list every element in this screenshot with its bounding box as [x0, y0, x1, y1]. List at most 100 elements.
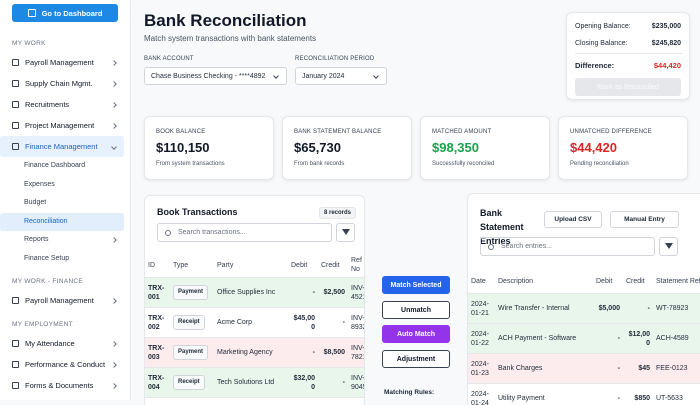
table-cell: Receipt: [170, 308, 214, 338]
search-input[interactable]: Search entries...: [480, 237, 655, 256]
nav-item[interactable]: Payroll Management: [0, 52, 124, 73]
nav-subitem[interactable]: Reports: [0, 231, 124, 250]
section-title: MY WORK: [0, 36, 130, 52]
table-cell: Wire Transfer - Internal: [495, 294, 593, 324]
action-button[interactable]: Unmatch: [382, 301, 450, 319]
table-cell: Marketing Agency: [214, 338, 288, 368]
summary-row: Opening Balance:$235,000: [575, 23, 681, 30]
column-header: ID: [145, 253, 170, 278]
column-header: Statement Ref: [653, 269, 700, 294]
nav-item[interactable]: Finance Management: [0, 136, 124, 157]
panel-title: Book Transactions: [157, 207, 238, 217]
table-cell: TRX-001: [145, 278, 170, 308]
stat-label: UNMATCHED DIFFERENCE: [570, 129, 652, 135]
table-cell: INV-7821: [348, 338, 365, 368]
summary-value: $245,820: [652, 40, 681, 47]
table-cell: $12,000: [623, 324, 653, 354]
table-cell: INV-8932: [348, 308, 365, 338]
table-cell: Office Supplies Inc: [214, 278, 288, 308]
nav-item[interactable]: Recruitments: [0, 94, 124, 115]
stat-label: BOOK BALANCE: [156, 129, 205, 135]
filter-select[interactable]: Chase Business Checking - ****4892: [144, 67, 287, 85]
action-button[interactable]: Adjustment: [382, 350, 450, 368]
stat-note: Successfully reconciled: [432, 161, 494, 167]
type-badge: Payment: [173, 345, 208, 360]
nav-subitem[interactable]: Reconciliation: [0, 213, 124, 232]
nav-item[interactable]: Supply Chain Mgmt.: [0, 73, 124, 94]
table-cell: ACH Payment - Software: [495, 324, 593, 354]
nav-item[interactable]: Payroll Management: [0, 290, 124, 311]
nav-item[interactable]: Performance & Conduct: [0, 354, 124, 375]
table-cell: UT-5633: [653, 384, 700, 405]
type-badge: Receipt: [173, 375, 205, 390]
summary-label: Closing Balance:: [575, 40, 628, 47]
nav-subitem[interactable]: Finance Setup: [0, 250, 124, 269]
table-cell: -: [593, 354, 623, 384]
nav-subitem[interactable]: Budget: [0, 194, 124, 213]
table-cell: $8,500: [318, 338, 348, 368]
table-cell: $45: [623, 354, 653, 384]
stat-value: $44,420: [570, 140, 617, 155]
table-cell: Acme Corp: [214, 308, 288, 338]
panel-button[interactable]: Manual Entry: [610, 211, 679, 228]
stat-note: Pending reconciliation: [570, 161, 629, 167]
summary-card: Opening Balance:$235,000 Closing Balance:…: [566, 12, 690, 100]
filter-select[interactable]: January 2024: [295, 67, 387, 85]
table-cell: INV-4521: [348, 278, 365, 308]
page-title: Bank Reconciliation: [144, 11, 306, 31]
column-header: Type: [170, 253, 214, 278]
main-content: Bank Reconciliation Match system transact…: [131, 0, 700, 400]
action-button[interactable]: Auto Match: [382, 325, 450, 343]
table-cell: -: [593, 324, 623, 354]
table-cell: $850: [623, 384, 653, 405]
table-cell: FEE-0123: [653, 354, 700, 384]
filter-button[interactable]: [659, 237, 678, 256]
nav-item[interactable]: Forms & Documents: [0, 375, 124, 396]
nav-item[interactable]: Project Management: [0, 115, 124, 136]
table-cell: Bank Charges: [495, 354, 593, 384]
table-cell: -: [318, 308, 348, 338]
nav-subitem[interactable]: Finance Dashboard: [0, 157, 124, 176]
type-badge: Receipt: [173, 315, 205, 330]
table-cell: WT-78923: [653, 294, 700, 324]
table-cell: Utility Payment: [495, 384, 593, 405]
table-cell: -: [623, 294, 653, 324]
filter-label: BANK ACCOUNT: [144, 56, 194, 62]
nav-subitem[interactable]: Expenses: [0, 176, 124, 195]
page-subtitle: Match system transactions with bank stat…: [144, 34, 316, 43]
search-input[interactable]: Search transactions...: [157, 223, 332, 242]
column-header: Party: [214, 253, 288, 278]
table-cell: ACH-4589: [653, 324, 700, 354]
section-title: MY WORK - FINANCE: [0, 274, 130, 290]
divider: [575, 53, 683, 54]
summary-value: $235,000: [652, 23, 681, 30]
nav-item[interactable]: My Attendance: [0, 333, 124, 354]
action-button[interactable]: Match Selected: [382, 276, 450, 294]
filter-label: RECONCILIATION PERIOD: [295, 56, 374, 62]
stat-note: From system transactions: [156, 161, 225, 167]
filter-button[interactable]: [336, 223, 355, 242]
column-header: Date: [468, 269, 495, 294]
mark-reconciled-button[interactable]: Mark as Reconciled: [575, 78, 681, 96]
panel-button[interactable]: Upload CSV: [544, 211, 602, 228]
stat-label: BANK STATEMENT BALANCE: [294, 129, 381, 135]
dashboard-button[interactable]: Go to Dashboard: [12, 4, 118, 22]
table-cell: 2024-01-21: [468, 294, 495, 324]
